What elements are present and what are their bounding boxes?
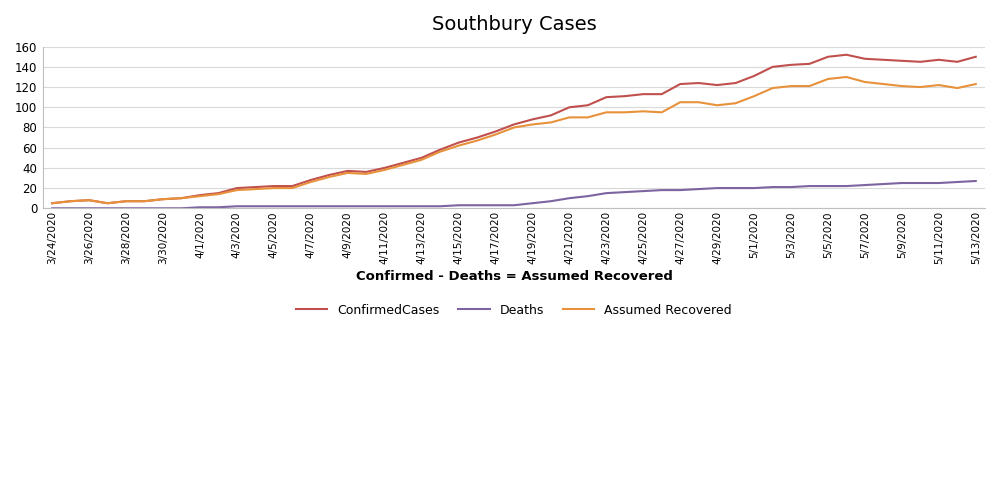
Deaths	[970, 178, 982, 184]
Assumed Recovered	[46, 200, 58, 206]
Legend: ConfirmedCases, Deaths, Assumed Recovered: ConfirmedCases, Deaths, Assumed Recovere…	[291, 298, 737, 322]
ConfirmedCases	[342, 168, 354, 174]
Assumed Recovered	[951, 85, 963, 91]
Deaths	[711, 185, 723, 191]
Assumed Recovered	[323, 174, 335, 180]
Line: Deaths: Deaths	[52, 181, 976, 208]
ConfirmedCases	[840, 52, 852, 58]
X-axis label: Confirmed - Deaths = Assumed Recovered: Confirmed - Deaths = Assumed Recovered	[356, 270, 672, 283]
ConfirmedCases	[323, 172, 335, 178]
Line: Assumed Recovered: Assumed Recovered	[52, 77, 976, 203]
Line: ConfirmedCases: ConfirmedCases	[52, 55, 976, 203]
ConfirmedCases	[656, 91, 668, 97]
Deaths	[323, 203, 335, 209]
Title: Southbury Cases: Southbury Cases	[432, 15, 596, 34]
Assumed Recovered	[342, 170, 354, 176]
ConfirmedCases	[249, 184, 261, 190]
Assumed Recovered	[656, 109, 668, 115]
ConfirmedCases	[970, 54, 982, 60]
Deaths	[656, 187, 668, 193]
ConfirmedCases	[46, 200, 58, 206]
Assumed Recovered	[970, 81, 982, 87]
Assumed Recovered	[249, 186, 261, 192]
Deaths	[249, 203, 261, 209]
ConfirmedCases	[951, 59, 963, 65]
Assumed Recovered	[840, 74, 852, 80]
Deaths	[46, 206, 58, 211]
Assumed Recovered	[711, 103, 723, 108]
ConfirmedCases	[711, 82, 723, 88]
Deaths	[342, 203, 354, 209]
Deaths	[951, 179, 963, 185]
